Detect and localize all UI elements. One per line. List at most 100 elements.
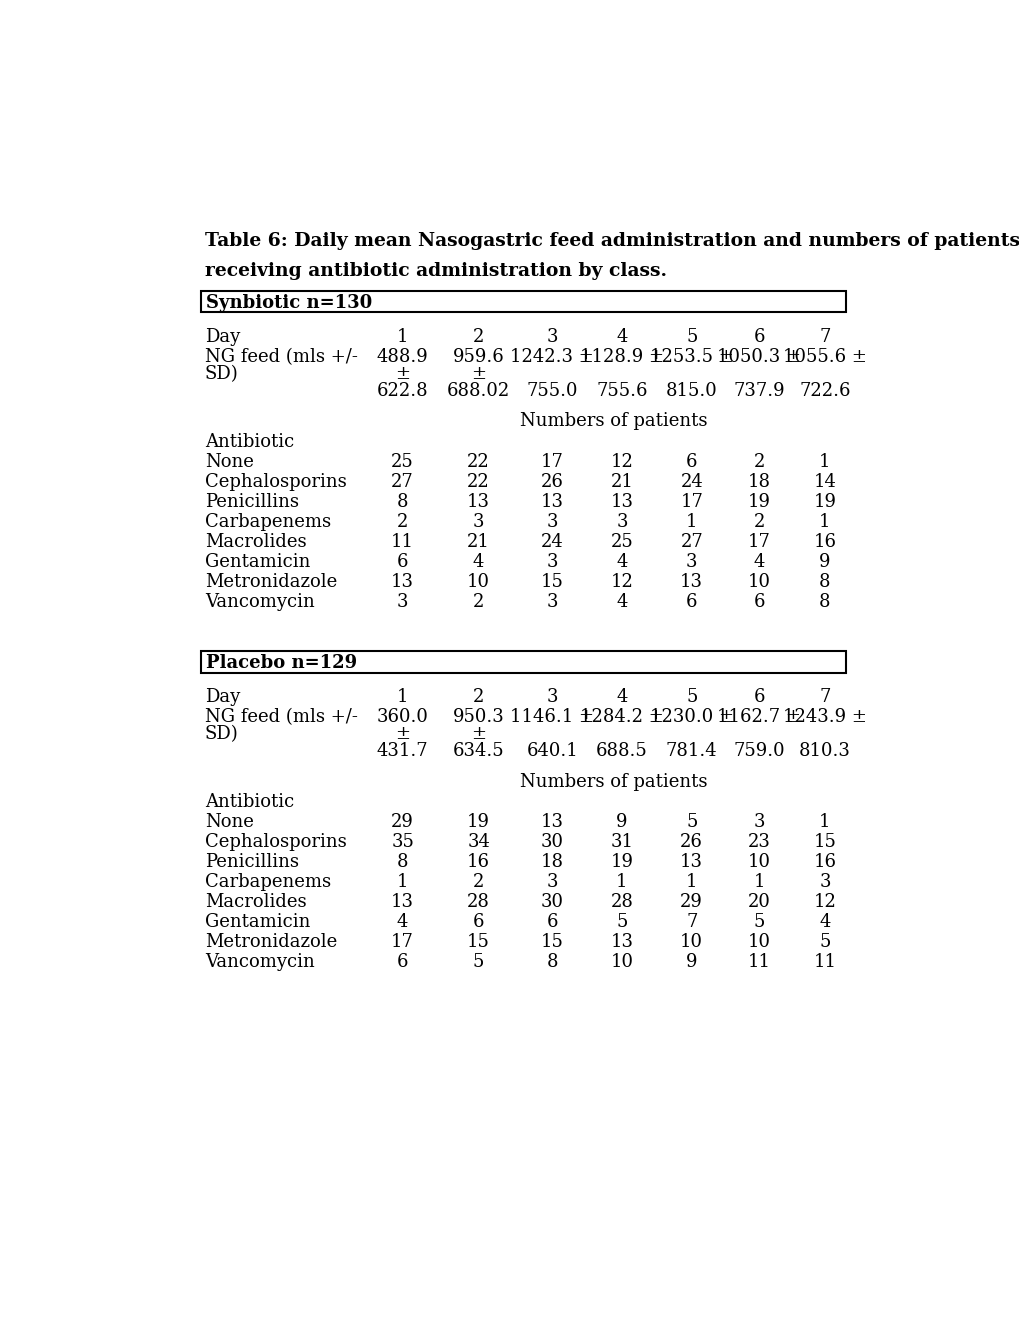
Text: 688.02: 688.02 [446,381,510,400]
Text: 6: 6 [753,593,764,611]
Text: SD): SD) [205,725,238,743]
Text: 29: 29 [680,892,702,911]
Text: Day: Day [205,327,240,346]
Text: 1: 1 [396,688,408,706]
Text: 6: 6 [473,913,484,931]
Text: 6: 6 [753,327,764,346]
Text: 5: 5 [686,688,697,706]
Text: Numbers of patients: Numbers of patients [520,774,707,791]
Text: 810.3: 810.3 [798,742,850,760]
Text: 3: 3 [546,873,557,891]
Text: 25: 25 [610,533,633,550]
Text: Cephalosporins: Cephalosporins [205,473,346,491]
Text: 9: 9 [615,813,627,830]
Text: 11: 11 [813,953,836,972]
Text: 24: 24 [540,533,564,550]
Text: 6: 6 [686,453,697,470]
Text: 1162.7 ±: 1162.7 ± [716,708,800,726]
Text: 18: 18 [747,473,770,491]
Text: 4: 4 [615,593,627,611]
Text: 1242.3 ±: 1242.3 ± [510,348,593,366]
Text: 2: 2 [473,593,484,611]
Text: 22: 22 [467,453,489,470]
Text: 3: 3 [546,327,557,346]
Text: 7: 7 [818,327,829,346]
Text: 7: 7 [818,688,829,706]
Bar [201,651,845,673]
Text: 19: 19 [813,492,836,511]
Text: 2: 2 [473,688,484,706]
Text: 4: 4 [396,913,408,931]
Text: 15: 15 [467,933,489,950]
Text: 755.6: 755.6 [596,381,647,400]
Text: 1055.6 ±: 1055.6 ± [783,348,866,366]
Text: 12: 12 [610,453,633,470]
Text: 1: 1 [615,873,627,891]
Text: 15: 15 [540,573,564,590]
Text: 3: 3 [396,593,408,611]
Text: 7: 7 [686,913,697,931]
Text: 3: 3 [546,688,557,706]
Text: ±: ± [471,364,486,383]
Text: 17: 17 [391,933,414,950]
Text: 8: 8 [396,492,408,511]
Text: 3: 3 [686,553,697,570]
Text: 1: 1 [753,873,764,891]
Text: 3: 3 [615,512,627,531]
Text: 1: 1 [686,873,697,891]
Text: 28: 28 [610,892,633,911]
Text: 755.0: 755.0 [526,381,578,400]
Text: 28: 28 [467,892,489,911]
Text: 21: 21 [610,473,633,491]
Text: 781.4: 781.4 [665,742,716,760]
Text: 360.0: 360.0 [376,708,428,726]
Text: 5: 5 [753,913,764,931]
Text: 759.0: 759.0 [733,742,785,760]
Text: Penicillins: Penicillins [205,853,299,871]
Text: 18: 18 [540,853,564,871]
Text: 950.3: 950.3 [452,708,504,726]
Text: 17: 17 [680,492,702,511]
Text: 3: 3 [818,873,829,891]
Text: 16: 16 [467,853,489,871]
Text: 13: 13 [609,933,633,950]
Text: 3: 3 [546,512,557,531]
Text: Antibiotic: Antibiotic [205,793,293,810]
Text: 13: 13 [540,813,564,830]
Text: 13: 13 [390,573,414,590]
Text: Macrolides: Macrolides [205,892,307,911]
Text: 2: 2 [473,327,484,346]
Text: 29: 29 [391,813,414,830]
Text: 20: 20 [747,892,769,911]
Text: 622.8: 622.8 [376,381,428,400]
Text: 35: 35 [391,833,414,851]
Text: 19: 19 [467,813,489,830]
Text: 34: 34 [467,833,489,851]
Text: 1: 1 [818,453,829,470]
Text: 26: 26 [540,473,564,491]
Text: Antibiotic: Antibiotic [205,433,293,450]
Text: 21: 21 [467,533,489,550]
Text: 27: 27 [680,533,702,550]
Text: 4: 4 [818,913,829,931]
Text: 4: 4 [615,688,627,706]
Text: ±: ± [394,725,410,743]
Text: 10: 10 [680,933,702,950]
Text: 17: 17 [747,533,769,550]
Text: 15: 15 [540,933,564,950]
Text: 23: 23 [747,833,769,851]
Text: 12: 12 [813,892,836,911]
Text: 14: 14 [813,473,836,491]
Text: 1253.5 ±: 1253.5 ± [649,348,733,366]
Text: 1230.0 ±: 1230.0 ± [649,708,733,726]
Text: 10: 10 [467,573,489,590]
Text: 17: 17 [540,453,564,470]
Text: NG feed (mls +/-: NG feed (mls +/- [205,708,358,726]
Text: 13: 13 [390,892,414,911]
Text: 13: 13 [467,492,489,511]
Text: 8: 8 [396,853,408,871]
Text: 25: 25 [391,453,414,470]
Text: 2: 2 [753,453,764,470]
Text: 4: 4 [473,553,484,570]
Text: 1128.9 ±: 1128.9 ± [580,348,663,366]
